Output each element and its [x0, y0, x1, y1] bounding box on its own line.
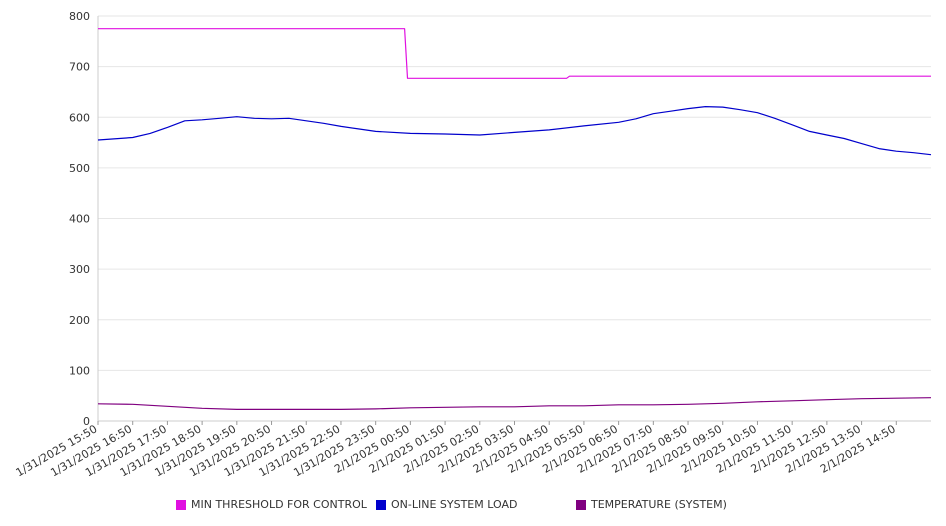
legend: MIN THRESHOLD FOR CONTROL ON-LINE SYSTEM… — [0, 498, 946, 514]
y-tick-label-400: 400 — [69, 213, 90, 226]
series-line-temperature — [97, 397, 932, 410]
y-tick-label-100: 100 — [69, 364, 90, 377]
legend-item-system-load[interactable]: ON-LINE SYSTEM LOAD — [376, 498, 517, 511]
y-tick-label-600: 600 — [69, 111, 90, 124]
y-tick-label-300: 300 — [69, 263, 90, 276]
legend-label-temperature: TEMPERATURE (SYSTEM) — [591, 498, 727, 511]
legend-item-temperature[interactable]: TEMPERATURE (SYSTEM) — [576, 498, 727, 511]
legend-swatch-system-load — [376, 499, 386, 510]
legend-label-system-load: ON-LINE SYSTEM LOAD — [391, 498, 518, 511]
legend-swatch-threshold — [176, 499, 186, 510]
legend-item-threshold[interactable]: MIN THRESHOLD FOR CONTROL — [176, 498, 367, 511]
y-tick-label-0: 0 — [83, 415, 90, 428]
series-line-system-load — [97, 106, 932, 156]
y-tick-label-700: 700 — [69, 61, 90, 74]
legend-label-threshold: MIN THRESHOLD FOR CONTROL — [191, 498, 367, 511]
y-tick-label-200: 200 — [69, 314, 90, 327]
y-tick-label-800: 800 — [69, 10, 90, 23]
y-tick-label-500: 500 — [69, 162, 90, 175]
legend-swatch-temperature — [576, 499, 586, 510]
series-line-threshold — [98, 28, 931, 79]
